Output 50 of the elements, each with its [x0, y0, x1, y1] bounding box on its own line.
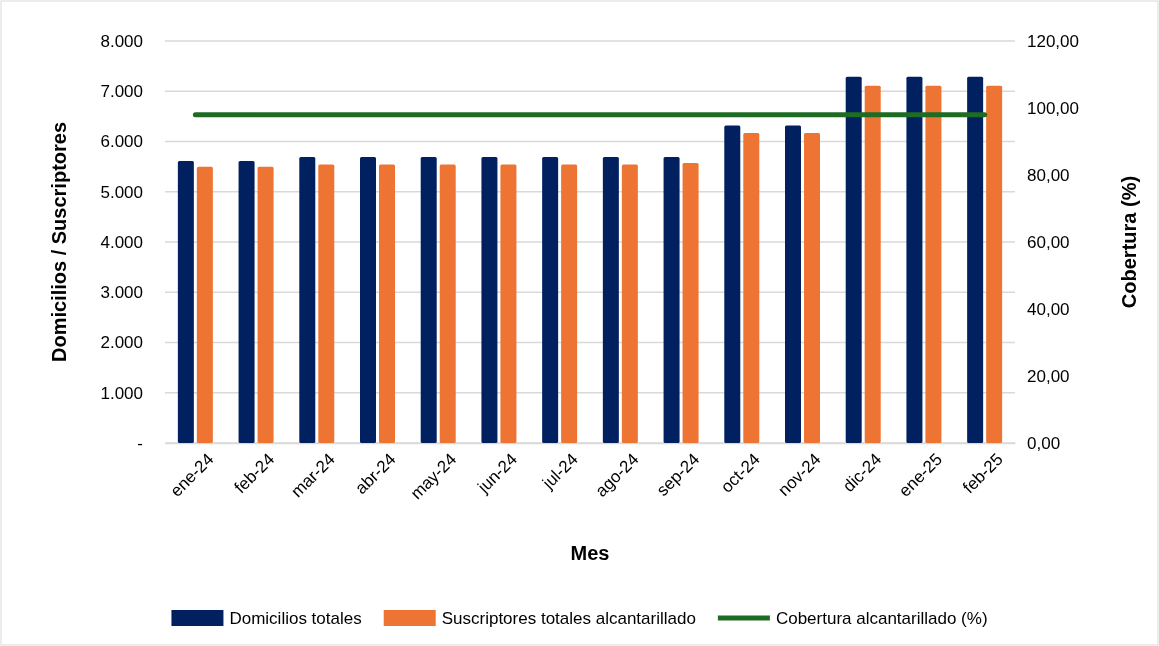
- bar: [318, 164, 335, 443]
- x-axis-title: Mes: [570, 542, 610, 564]
- bar: [542, 157, 559, 443]
- bar: [785, 125, 801, 443]
- bar: [602, 157, 619, 443]
- bar: [743, 132, 760, 443]
- y-tick-label: 1.000: [100, 383, 143, 403]
- bar: [439, 164, 456, 443]
- y2-tick-label: 100,00: [1027, 98, 1079, 118]
- bar: [561, 164, 578, 443]
- y2-tick-label: 80,00: [1027, 165, 1070, 185]
- bar: [724, 125, 741, 443]
- bar: [299, 157, 316, 443]
- bar: [864, 85, 881, 443]
- bar: [379, 164, 395, 443]
- y2-tick-label: 0,00: [1027, 433, 1061, 453]
- y-tick-label: 4.000: [100, 232, 143, 252]
- bar: [238, 161, 255, 443]
- bar: [906, 76, 923, 443]
- bar: [682, 163, 699, 443]
- y-tick-label: 6.000: [100, 132, 143, 152]
- legend-label: Domicilios totales: [229, 609, 362, 628]
- bar: [967, 76, 984, 443]
- y-tick-label: 8.000: [100, 31, 143, 51]
- y2-tick-label: 60,00: [1027, 232, 1070, 252]
- y-tick-label: 7.000: [100, 82, 143, 102]
- bar: [481, 157, 498, 443]
- bar: [986, 85, 1003, 443]
- bar: [177, 161, 194, 443]
- bar: [621, 164, 638, 443]
- y-tick-label: -: [137, 433, 143, 453]
- y-axis-title: Domicilios / Suscriptores: [48, 121, 70, 363]
- y2-tick-label: 40,00: [1027, 299, 1070, 319]
- y2-axis-title: Cobertura (%): [1118, 175, 1140, 309]
- y-tick-label: 2.000: [100, 333, 143, 353]
- bar: [420, 157, 437, 443]
- bar: [845, 76, 862, 443]
- legend-label: Cobertura alcantarillado (%): [775, 609, 988, 628]
- y-tick-label: 3.000: [100, 283, 143, 303]
- y-tick-label: 5.000: [100, 182, 143, 202]
- y2-tick-label: 20,00: [1027, 366, 1070, 386]
- legend-label: Suscriptores totales alcantarillado: [441, 609, 696, 628]
- bar: [500, 164, 517, 443]
- bar: [925, 85, 942, 443]
- bar: [196, 166, 213, 443]
- bar: [360, 157, 376, 443]
- bar: [804, 132, 820, 443]
- bar: [663, 157, 680, 443]
- y2-tick-label: 120,00: [1027, 31, 1079, 51]
- bar: [257, 166, 274, 443]
